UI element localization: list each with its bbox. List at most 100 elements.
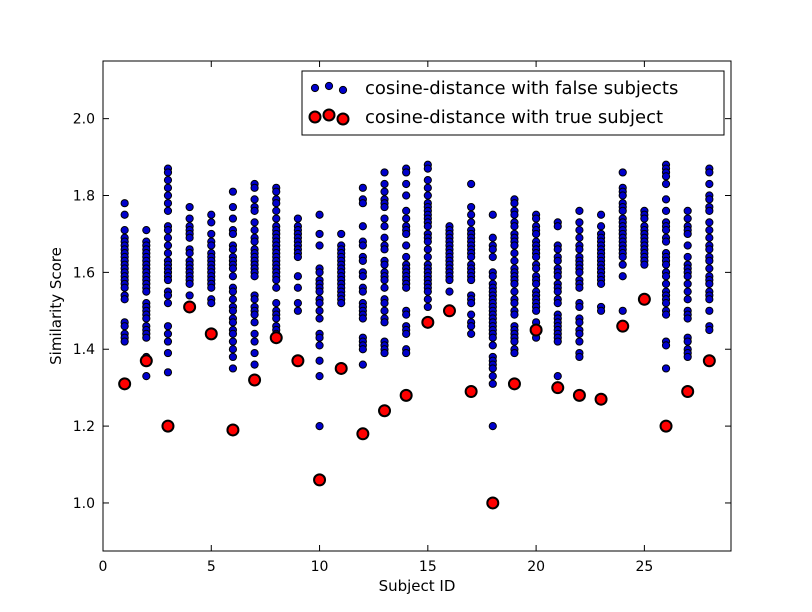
false-subject-point	[402, 179, 411, 189]
false-subject-point	[228, 202, 238, 212]
false-subject-point	[250, 195, 259, 204]
false-subject-point	[488, 421, 497, 431]
false-subject-point	[618, 272, 627, 281]
false-subject-point	[120, 199, 129, 208]
false-subject-point	[532, 229, 541, 239]
legend-marker-false-subjects	[310, 81, 348, 95]
false-subject-point	[250, 337, 259, 346]
false-subject-point	[402, 229, 411, 239]
false-subject-point	[488, 245, 497, 254]
true-subject-point	[399, 388, 413, 402]
false-subject-point	[532, 279, 541, 289]
false-subject-point	[640, 260, 649, 269]
x-tick-label: 0	[99, 559, 108, 575]
false-subject-point	[315, 341, 324, 350]
y-tick-label: 1.0	[73, 496, 95, 512]
false-subject-point	[683, 241, 692, 250]
true-subject-point	[183, 300, 197, 314]
false-subject-point	[380, 299, 389, 308]
false-subject-point	[553, 256, 562, 265]
false-subject-point	[358, 360, 367, 369]
false-subject-point	[467, 252, 476, 262]
false-subject-point	[618, 260, 627, 269]
false-subject-point	[250, 310, 259, 319]
x-tick-label: 10	[311, 559, 329, 575]
false-subject-point	[683, 314, 692, 323]
false-subject-point	[315, 333, 324, 342]
false-subject-point	[423, 222, 432, 231]
true-subject-series	[118, 292, 716, 510]
false-subject-point	[402, 241, 411, 250]
false-subject-point	[120, 337, 129, 346]
y-tick-label: 1.4	[73, 342, 95, 358]
false-subject-point	[228, 329, 238, 338]
false-subjects-series	[120, 160, 714, 431]
false-subject-point	[705, 264, 714, 273]
false-subject-point	[553, 299, 562, 308]
false-subject-point	[575, 318, 584, 327]
legend-label-true-subject: cosine-distance with true subject	[365, 107, 663, 128]
false-subject-point	[510, 279, 519, 289]
false-subject-point	[185, 202, 194, 212]
false-subject-point	[293, 299, 302, 308]
false-subject-point	[163, 249, 173, 258]
false-subject-point	[596, 210, 606, 219]
false-subject-point	[207, 299, 216, 308]
false-subject-point	[228, 364, 238, 373]
false-subject-point	[488, 233, 497, 242]
false-subject-point	[596, 222, 606, 231]
false-subject-point	[488, 333, 497, 342]
false-subject-point	[272, 187, 281, 196]
false-subject-point	[510, 222, 519, 231]
false-subject-point	[467, 322, 476, 331]
false-subject-point	[705, 168, 714, 177]
false-subject-point	[683, 214, 692, 223]
false-subject-point	[315, 421, 324, 431]
false-subject-point	[661, 179, 671, 189]
false-subject-point	[315, 372, 324, 381]
true-subject-point	[702, 354, 716, 368]
false-subject-point	[142, 287, 151, 296]
false-subject-point	[272, 299, 281, 308]
false-subject-point	[575, 225, 584, 235]
false-subject-point	[575, 329, 584, 338]
plot-area	[103, 61, 731, 551]
false-subject-point	[337, 299, 346, 308]
false-subject-point	[358, 314, 367, 323]
false-subject-point	[315, 241, 324, 250]
false-subject-point	[207, 210, 216, 219]
false-subject-point	[380, 318, 389, 327]
false-subject-point	[661, 341, 671, 350]
false-subject-point	[380, 179, 389, 189]
false-subject-point	[467, 329, 476, 338]
false-subject-point	[683, 352, 692, 362]
false-subject-point	[358, 241, 367, 250]
false-subject-point	[228, 295, 238, 304]
false-subject-point	[163, 291, 173, 300]
y-tick-label: 1.6	[73, 265, 95, 281]
false-subject-point	[683, 252, 692, 262]
legend-swatch-true-subject	[322, 108, 336, 122]
legend-swatch-false-subjects	[310, 83, 320, 93]
false-subject-point	[488, 341, 497, 350]
false-subject-point	[467, 275, 476, 285]
x-axis: 0 5 10 15 20 25	[99, 61, 653, 575]
false-subject-point	[315, 306, 324, 315]
false-subject-point	[163, 348, 173, 358]
false-subject-point	[402, 310, 411, 319]
true-subject-point	[551, 381, 565, 395]
false-subject-point	[185, 291, 194, 300]
false-subject-point	[293, 252, 302, 262]
x-axis-title: Subject ID	[379, 577, 456, 595]
true-subject-point	[118, 377, 132, 391]
false-subject-point	[705, 233, 714, 242]
true-subject-point	[139, 354, 153, 368]
false-subject-point	[661, 310, 671, 319]
false-subject-point	[293, 272, 302, 281]
false-subject-point	[402, 191, 411, 200]
y-tick-label: 1.8	[73, 189, 95, 205]
false-subject-point	[185, 214, 194, 223]
false-subject-point	[575, 352, 584, 362]
legend-marker-true-subject	[308, 108, 350, 126]
